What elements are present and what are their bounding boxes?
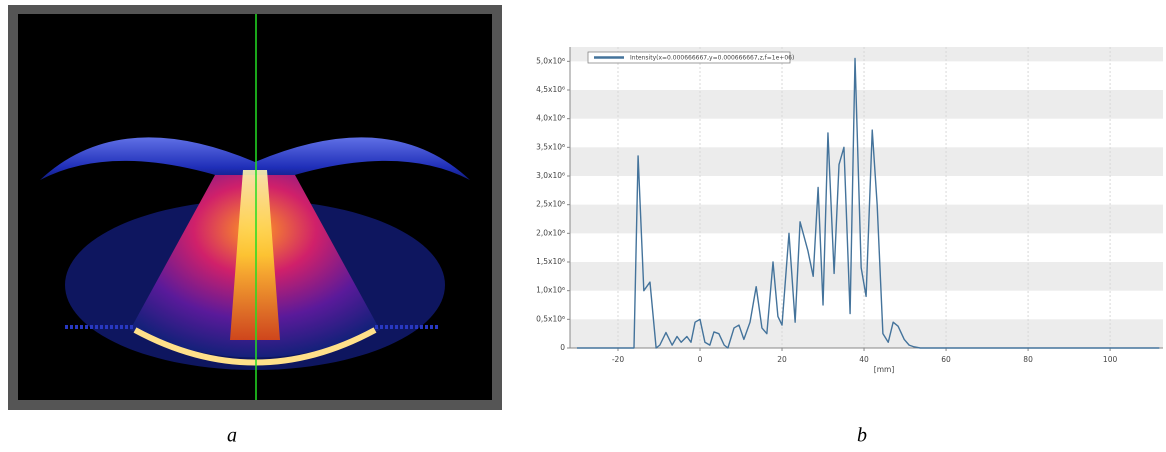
series-line xyxy=(576,57,1160,349)
x-tick-label: 60 xyxy=(941,355,951,364)
y-tick-label: 3,5x10⁶ xyxy=(536,142,565,151)
grid-band xyxy=(570,147,1163,176)
y-tick-label: 3,0x10⁶ xyxy=(536,171,565,180)
y-tick-label: 1,0x10⁶ xyxy=(536,286,565,295)
y-tick-label: 0 xyxy=(560,343,565,352)
grid-band xyxy=(570,90,1163,119)
y-tick-label: 5,0x10⁶ xyxy=(536,56,565,65)
heatmap-panel xyxy=(8,5,502,410)
focus-arc xyxy=(133,327,377,366)
caption: a xyxy=(227,425,237,447)
x-axis-label: [mm] xyxy=(874,365,895,374)
line-chart: 0 0,5x10⁶ 1,0x10⁶ 1,5x10⁶ 2,0x10⁶ 2,5x10⁶ 3,0x… xyxy=(536,47,1163,374)
beam-core xyxy=(230,170,280,340)
grid-band xyxy=(570,204,1163,234)
caption: b xyxy=(857,425,867,447)
x-tick-label: 80 xyxy=(1023,355,1033,364)
y-tick-label: 1,5x10⁶ xyxy=(536,257,565,266)
y-tick-label: 0,5x10⁶ xyxy=(536,314,565,323)
y-tick-label: 4,5x10⁶ xyxy=(536,85,565,94)
x-tick-label: 40 xyxy=(859,355,869,364)
wings xyxy=(40,137,470,188)
legend-box xyxy=(587,51,791,64)
x-tick-label: 0 xyxy=(698,355,703,364)
x-tick-label: 20 xyxy=(777,355,787,364)
legend-label: Intensity(x=0.000666667,y=0.000666667,z,… xyxy=(630,54,794,61)
y-tick-label: 4,0x10⁶ xyxy=(536,114,565,123)
x-tick-label: -20 xyxy=(612,355,624,364)
y-tick-label: 2,5x10⁶ xyxy=(536,200,565,209)
grid-band xyxy=(570,319,1163,348)
x-tick-label: 100 xyxy=(1103,355,1118,364)
y-tick-label: 2,0x10⁶ xyxy=(536,228,565,237)
